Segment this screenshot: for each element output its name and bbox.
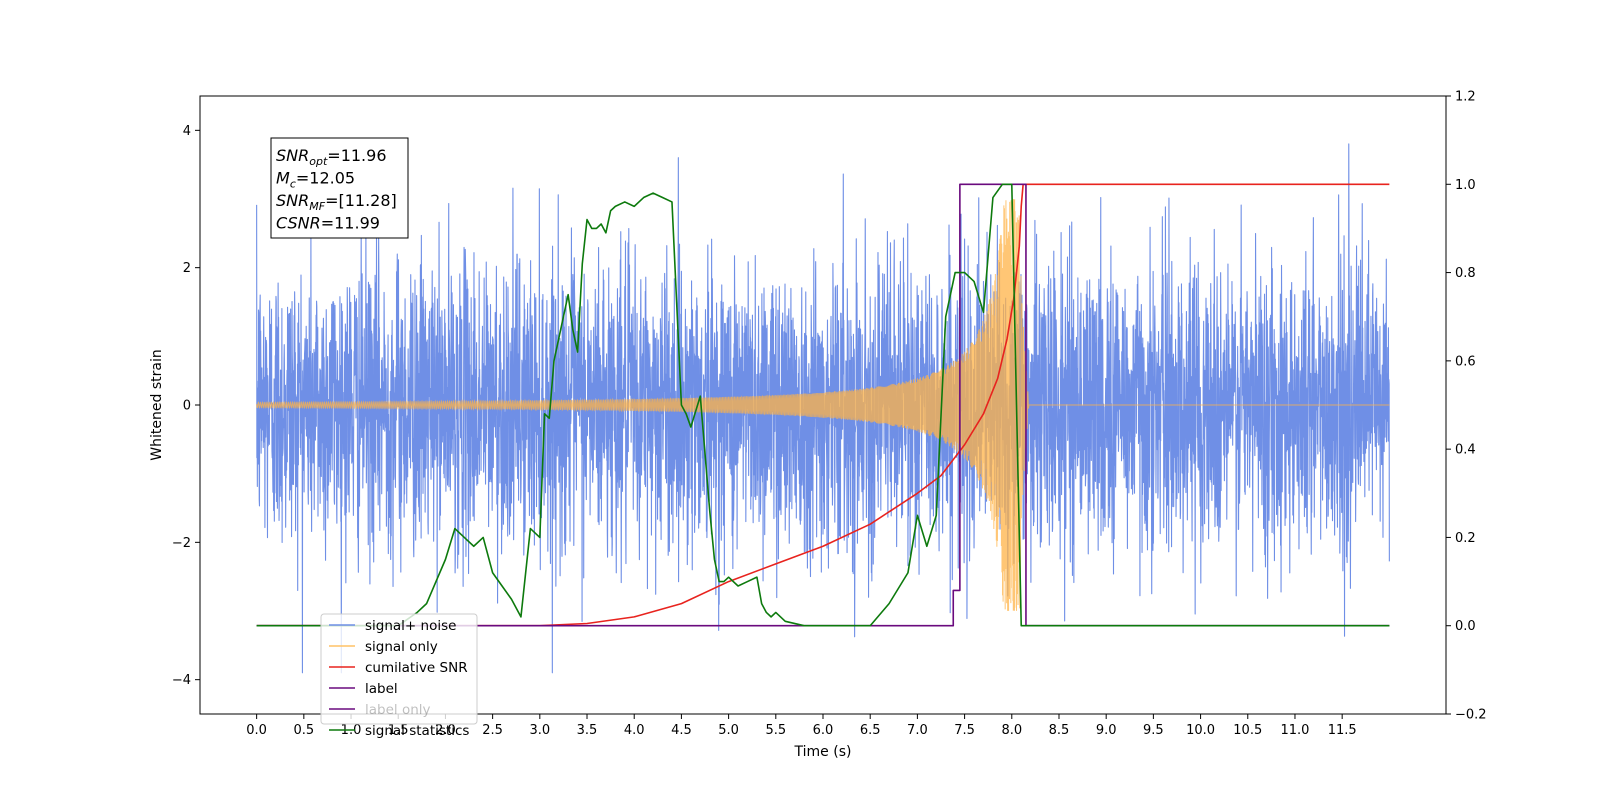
x-tick-label: 0.5 (293, 723, 314, 738)
x-tick-label: 9.0 (1096, 723, 1117, 738)
y-right-tick-label: 1.2 (1455, 90, 1476, 105)
x-tick-label: 10.5 (1233, 723, 1262, 738)
y-right-tick-label: 0.2 (1455, 531, 1476, 546)
y-right-tick-label: 0.8 (1455, 266, 1476, 281)
x-tick-label: 1.5 (388, 723, 409, 738)
legend-label: signal statistics (365, 723, 469, 739)
info-value: =[11.28] (325, 191, 397, 210)
y-right-tick-label: 1.0 (1455, 178, 1476, 193)
y-axis-label: Whitened strain (149, 349, 165, 460)
y-right-tick-label: 0.6 (1455, 354, 1476, 369)
y-tick-label: −2 (172, 536, 191, 551)
info-box-entry: CSNR=11.99 (276, 214, 380, 233)
info-subscript: MF (309, 200, 325, 213)
y-tick-label: −4 (172, 673, 191, 688)
legend-label: signal only (365, 639, 438, 655)
x-tick-label: 2.0 (435, 723, 456, 738)
series-cumilative-snr-line (256, 183, 1390, 627)
x-tick-label: 6.0 (813, 723, 834, 738)
x-tick-label: 0.0 (246, 723, 267, 738)
axes: 0.0 0.5 1.0 1.5 2.0 2.5 3.0 3.5 4.0 4.5 5.0 5.5 6.0 6… (172, 90, 1487, 739)
series-label-line (256, 183, 1390, 627)
y-tick-label: 0 (183, 399, 191, 414)
info-value: =12.05 (296, 169, 355, 188)
x-tick-label: 11.0 (1280, 723, 1309, 738)
x-tick-label: 5.0 (718, 723, 739, 738)
legend-frame (320, 613, 478, 725)
x-tick-label: 3.0 (529, 723, 550, 738)
info-subscript: c (290, 178, 296, 191)
x-tick-label: 9.5 (1143, 723, 1164, 738)
x-tick-label: 2.5 (482, 723, 503, 738)
series-signal-statistics-line (256, 183, 1390, 627)
plot-area (256, 143, 1390, 674)
x-tick-label: 8.0 (1001, 723, 1022, 738)
y-right-tick-label: −0.2 (1455, 708, 1487, 723)
x-tick-label: 10.0 (1186, 723, 1215, 738)
info-value: =11.96 (327, 146, 386, 165)
x-tick-label: 7.5 (954, 723, 975, 738)
info-box-entry: SNRopt=11.96 (276, 146, 387, 168)
legend-label: label (365, 681, 398, 697)
info-value: =11.99 (321, 214, 380, 233)
y-right-tick-label: 0.0 (1455, 619, 1476, 634)
x-axis-label: Time (s) (794, 744, 852, 760)
info-box-entry: Mc=12.05 (276, 169, 355, 191)
x-tick-label: 11.5 (1328, 723, 1357, 738)
x-tick-label: 4.0 (624, 723, 645, 738)
x-tick-label: 7.0 (907, 723, 928, 738)
info-box: SNRopt=11.96Mc=12.05SNRMF=[11.28]CSNR=11… (270, 137, 409, 239)
x-tick-label: 8.5 (1049, 723, 1070, 738)
info-symbol: SNR (276, 146, 309, 165)
y-tick-label: 4 (183, 124, 191, 139)
y-tick-label: 2 (183, 261, 191, 276)
info-symbol: SNR (276, 191, 309, 210)
x-tick-label: 6.5 (860, 723, 881, 738)
legend-label: label only (365, 702, 431, 718)
series-signal-noise-line (256, 143, 1390, 674)
legend-label: cumilative SNR (365, 660, 468, 676)
series-signal-only-line (256, 199, 1390, 611)
legend-label: signal+ noise (365, 618, 456, 634)
info-box-entry: SNRMF=[11.28] (276, 191, 397, 213)
info-symbol: CSNR (276, 214, 321, 233)
info-box-frame (270, 137, 409, 239)
x-tick-label: 5.5 (765, 723, 786, 738)
x-tick-label: 3.5 (577, 723, 598, 738)
y-right-tick-label: 0.4 (1455, 443, 1476, 458)
x-tick-label: 4.5 (671, 723, 692, 738)
info-subscript: opt (309, 155, 328, 168)
legend: signal+ noise signal only cumilative SNR la… (320, 613, 478, 739)
info-symbol: M (276, 169, 290, 188)
